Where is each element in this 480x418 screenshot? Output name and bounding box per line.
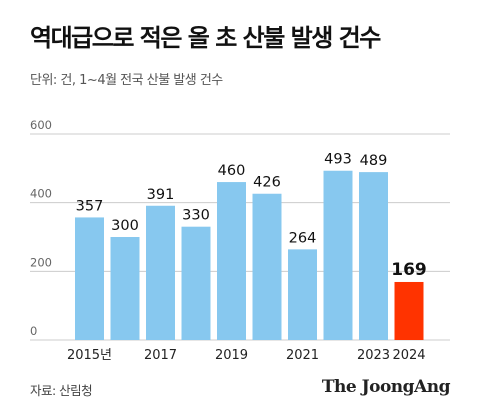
bar	[146, 205, 175, 340]
data-label: 169	[391, 260, 427, 280]
source-note: 자료: 산림청	[30, 383, 93, 398]
brand-logo: The JoongAng	[321, 377, 451, 397]
data-label: 391	[147, 187, 175, 203]
bar	[323, 170, 353, 340]
data-label: 493	[324, 152, 352, 168]
x-tick-label: 2017	[144, 348, 177, 363]
bar	[181, 226, 211, 340]
bar	[288, 249, 317, 340]
data-label: 489	[360, 153, 388, 169]
data-label: 264	[289, 230, 317, 246]
x-tick-label: 2015년	[67, 348, 112, 363]
data-label: 300	[111, 218, 139, 234]
data-label: 426	[253, 175, 281, 191]
y-tick-label: 200	[30, 255, 52, 269]
x-tick-label: 2024	[392, 348, 425, 363]
y-tick-label: 400	[30, 187, 52, 201]
x-tick-label: 2023	[357, 348, 390, 363]
bar-highlight	[394, 281, 424, 340]
data-label: 357	[76, 198, 104, 214]
x-tick-label: 2021	[286, 348, 319, 363]
y-tick-label: 600	[30, 118, 52, 132]
bar	[110, 237, 140, 340]
bar	[359, 172, 388, 340]
bar	[75, 217, 104, 340]
chart-subtitle: 단위: 건, 1~4월 전국 산불 발생 건수	[30, 73, 223, 88]
x-tick-label: 2019	[215, 348, 248, 363]
y-tick-label: 0	[30, 324, 37, 338]
bar	[217, 182, 246, 340]
data-label: 330	[182, 208, 210, 224]
chart-title: 역대급으로 적은 올 초 산불 발생 건수	[30, 24, 381, 52]
bar	[252, 193, 282, 340]
data-label: 460	[218, 163, 246, 179]
